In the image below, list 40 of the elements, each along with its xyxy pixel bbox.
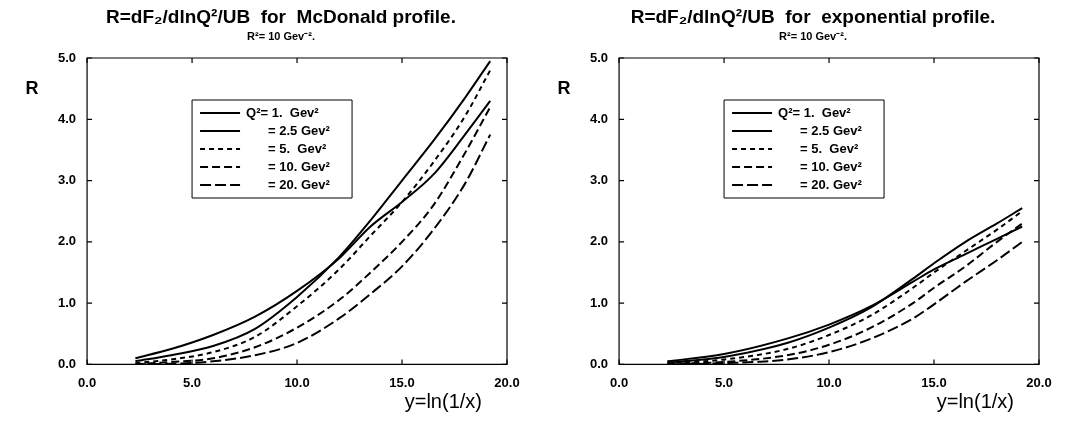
y-tick-label: 0.0 xyxy=(57,355,77,371)
x-tick-label: 10.0 xyxy=(816,374,842,390)
y-tick-label: 2.0 xyxy=(57,233,77,249)
y-tick-label: 5.0 xyxy=(589,49,609,65)
y-tick-label: 4.0 xyxy=(589,110,609,126)
x-tick-label: 20.0 xyxy=(1026,374,1052,390)
x-axis-title: y=ln(1/x) xyxy=(936,389,1014,412)
chart-title: R=dF₂/dlnQ²/UB for exponential profile. xyxy=(630,5,996,27)
x-tick-label: 0.0 xyxy=(78,374,97,390)
y-tick-label: 2.0 xyxy=(589,233,609,249)
chart-subtitle: R²= 10 Gev⁻². xyxy=(779,30,847,43)
x-tick-label: 20.0 xyxy=(494,374,520,390)
y-tick-label: 5.0 xyxy=(57,49,77,65)
x-tick-label: 0.0 xyxy=(610,374,629,390)
legend-label: Q²= 1. Gev² xyxy=(778,104,852,120)
y-tick-label: 1.0 xyxy=(57,294,77,310)
y-axis-title: R xyxy=(557,77,571,98)
legend-label: = 20. Gev² xyxy=(268,176,331,192)
chart-title: R=dF₂/dlnQ²/UB for McDonald profile. xyxy=(106,5,456,27)
legend-label: Q²= 1. Gev² xyxy=(246,104,320,120)
legend-label: = 5. Gev² xyxy=(268,140,327,156)
y-tick-label: 3.0 xyxy=(589,172,609,188)
x-tick-label: 15.0 xyxy=(389,374,415,390)
y-tick-label: 4.0 xyxy=(57,110,77,126)
y-tick-label: 0.0 xyxy=(589,355,609,371)
legend-label: = 10. Gev² xyxy=(268,158,331,174)
y-tick-label: 3.0 xyxy=(57,172,77,188)
y-axis-title: R xyxy=(25,77,39,98)
x-tick-label: 15.0 xyxy=(921,374,947,390)
x-tick-label: 5.0 xyxy=(183,374,202,390)
x-axis-title: y=ln(1/x) xyxy=(404,389,482,412)
legend-label: = 20. Gev² xyxy=(800,176,863,192)
x-tick-label: 5.0 xyxy=(715,374,734,390)
chart-subtitle: R²= 10 Gev⁻². xyxy=(247,30,315,43)
legend-label: = 5. Gev² xyxy=(800,140,859,156)
legend-label: = 2.5 Gev² xyxy=(268,122,331,138)
legend-label: = 2.5 Gev² xyxy=(800,122,863,138)
x-tick-label: 10.0 xyxy=(284,374,310,390)
legend-label: = 10. Gev² xyxy=(800,158,863,174)
y-tick-label: 1.0 xyxy=(589,294,609,310)
